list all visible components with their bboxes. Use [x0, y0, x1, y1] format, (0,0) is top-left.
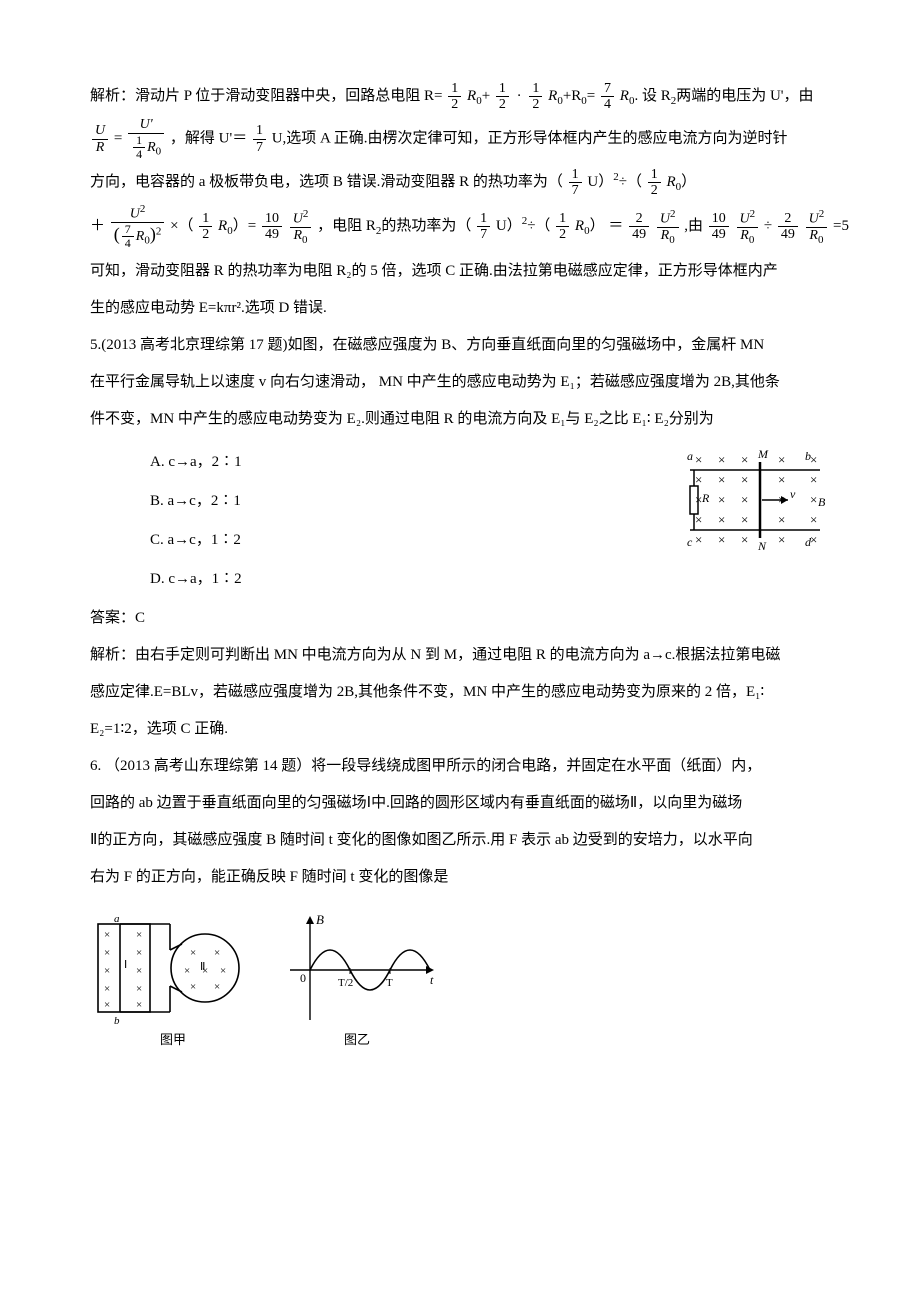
svg-text:0: 0	[300, 971, 306, 985]
svg-text:a: a	[114, 913, 120, 925]
svg-text:×: ×	[104, 947, 110, 959]
svg-text:×: ×	[104, 983, 110, 995]
q5-options: A. c→a，2∶1 B. a→c，2∶1 C. a→c，1∶2 D. c→a，…	[150, 440, 640, 602]
svg-text:Ⅰ: Ⅰ	[124, 959, 127, 971]
explain-line-3: 方向，电容器的 a 极板带负电，选项 B 错误.滑动变阻器 R 的热功率为（ 1…	[90, 165, 830, 199]
q5-explain-1: 解析：由右手定则可判断出 MN 中电流方向为从 N 到 M，通过电阻 R 的电流…	[90, 639, 830, 672]
svg-text:×: ×	[810, 452, 817, 467]
q5-option-a: A. c→a，2∶1	[150, 446, 640, 479]
svg-text:×: ×	[810, 472, 817, 487]
svg-text:×: ×	[214, 947, 220, 959]
q6-line-1: 6. （2013 高考山东理综第 14 题）将一段导线绕成图甲所示的闭合电路，并…	[90, 750, 830, 783]
svg-text:×: ×	[190, 981, 196, 993]
q6-line-3: Ⅱ的正方向，其磁感应强度 B 随时间 t 变化的图像如图乙所示.用 F 表示 a…	[90, 824, 830, 857]
svg-text:×: ×	[778, 532, 785, 547]
svg-text:×: ×	[184, 965, 190, 977]
explain-line-6: 生的感应电动势 E=kπr².选项 D 错误.	[90, 292, 830, 325]
svg-text:×: ×	[741, 472, 748, 487]
q5-line-1: 5.(2013 高考北京理综第 17 题)如图，在磁感应强度为 B、方向垂直纸面…	[90, 329, 830, 362]
svg-text:×: ×	[741, 492, 748, 507]
q5-diagram: ××××× ××××× ××××× ××××× ×××××	[680, 444, 830, 567]
svg-text:×: ×	[778, 472, 785, 487]
svg-text:×: ×	[220, 965, 226, 977]
svg-text:×: ×	[695, 472, 702, 487]
svg-text:×: ×	[104, 965, 110, 977]
svg-text:×: ×	[136, 965, 142, 977]
explain-line-1: 解析：滑动片 P 位于滑动变阻器中央，回路总电阻 R= 12 R0+ 12 · …	[90, 80, 830, 113]
svg-text:d: d	[805, 535, 812, 549]
svg-text:×: ×	[718, 492, 725, 507]
svg-text:×: ×	[810, 492, 817, 507]
svg-text:N: N	[757, 539, 767, 553]
svg-text:×: ×	[695, 452, 702, 467]
svg-text:×: ×	[190, 947, 196, 959]
svg-text:×: ×	[810, 532, 817, 547]
svg-text:×: ×	[718, 532, 725, 547]
explain-line-2: U R = U' 14R0 ，解得 U'＝ 17 U,选项 A 正确.由楞次定律…	[90, 117, 830, 161]
svg-text:×: ×	[104, 999, 110, 1011]
svg-text:×: ×	[136, 929, 142, 941]
svg-text:×: ×	[741, 532, 748, 547]
svg-text:Ⅱ: Ⅱ	[200, 961, 205, 973]
q5-option-b: B. a→c，2∶1	[150, 485, 640, 518]
q5-line-2: 在平行金属导轨上以速度 v 向右匀速滑动， MN 中产生的感应电动势为 E₁；若…	[90, 366, 830, 399]
q6-line-4: 右为 F 的正方向，能正确反映 F 随时间 t 变化的图像是	[90, 861, 830, 894]
q6-figures: ××××× ××××× a b Ⅰ ×× ××× ×× Ⅱ 图甲	[90, 910, 830, 1063]
svg-text:×: ×	[718, 512, 725, 527]
svg-text:v: v	[790, 487, 796, 501]
svg-text:×: ×	[778, 512, 785, 527]
svg-text:×: ×	[741, 452, 748, 467]
svg-text:b: b	[114, 1015, 120, 1027]
svg-text:×: ×	[718, 452, 725, 467]
svg-text:a: a	[687, 449, 693, 463]
svg-text:B: B	[316, 912, 324, 927]
q5-option-d: D. c→a，1∶2	[150, 563, 640, 596]
explain-line-5: 可知，滑动变阻器 R 的热功率为电阻 R₂的 5 倍，选项 C 正确.由法拉第电…	[90, 255, 830, 288]
svg-text:×: ×	[741, 512, 748, 527]
svg-text:×: ×	[695, 532, 702, 547]
q6-line-2: 回路的 ab 边置于垂直纸面向里的匀强磁场Ⅰ中.回路的圆形区域内有垂直纸面的磁场…	[90, 787, 830, 820]
q5-answer: 答案：C	[90, 602, 830, 635]
svg-text:×: ×	[214, 981, 220, 993]
svg-text:T/2: T/2	[338, 977, 353, 989]
svg-text:T: T	[386, 977, 393, 989]
svg-text:×: ×	[810, 512, 817, 527]
svg-text:图甲: 图甲	[160, 1032, 186, 1047]
svg-text:×: ×	[136, 947, 142, 959]
svg-text:图乙: 图乙	[344, 1032, 370, 1047]
q5-option-c: C. a→c，1∶2	[150, 524, 640, 557]
svg-text:×: ×	[136, 999, 142, 1011]
svg-text:R: R	[701, 491, 710, 505]
svg-text:×: ×	[104, 929, 110, 941]
svg-text:t: t	[430, 973, 434, 987]
svg-text:×: ×	[718, 472, 725, 487]
q5-line-3: 件不变，MN 中产生的感应电动势变为 E₂.则通过电阻 R 的电流方向及 E₁与…	[90, 403, 830, 436]
svg-text:×: ×	[778, 452, 785, 467]
q5-explain-3: E₂=1∶2，选项 C 正确.	[90, 713, 830, 746]
svg-text:b: b	[805, 449, 811, 463]
svg-text:×: ×	[136, 983, 142, 995]
q5-explain-2: 感应定律.E=BLv，若磁感应强度增为 2B,其他条件不变，MN 中产生的感应电…	[90, 676, 830, 709]
svg-text:M: M	[757, 447, 769, 461]
explain-line-4: ＋ U2 (74R0)2 ×（ 12 R0）= 1049 U2R0 ，电阻 R2…	[90, 203, 830, 250]
svg-text:c: c	[687, 535, 693, 549]
svg-text:B: B	[818, 495, 826, 509]
